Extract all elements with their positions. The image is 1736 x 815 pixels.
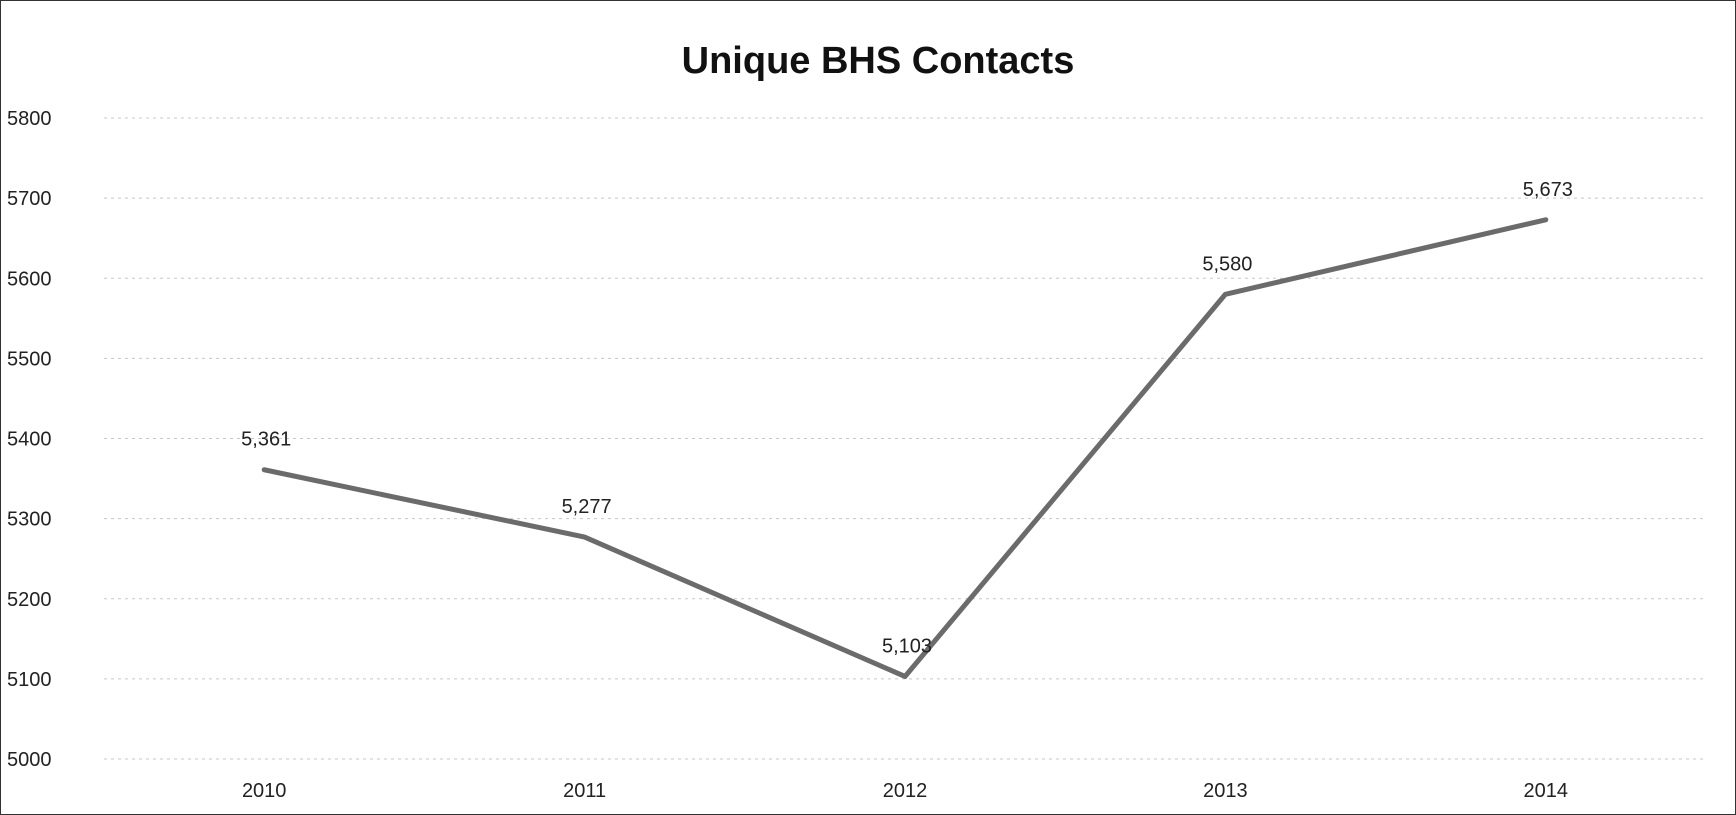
x-tick-label: 2012 — [883, 780, 928, 802]
data-label: 5,580 — [1202, 253, 1252, 275]
chart-title: Unique BHS Contacts — [682, 40, 1075, 82]
y-tick-label: 5500 — [7, 348, 52, 370]
y-tick-label: 5300 — [7, 509, 52, 531]
x-tick-label: 2013 — [1203, 780, 1248, 802]
x-tick-label: 2011 — [563, 780, 606, 802]
y-tick-label: 5200 — [7, 589, 52, 611]
series-line — [264, 220, 1546, 677]
y-axis-ticks: 5000 5100 5200 5300 5400 5500 5600 5700 5800 — [7, 108, 52, 771]
x-tick-label: 2014 — [1524, 780, 1569, 802]
data-labels: 5,361 5,277 5,103 5,580 5,673 — [241, 179, 1573, 658]
y-tick-label: 5700 — [7, 188, 52, 210]
y-tick-label: 5100 — [7, 669, 52, 691]
data-label: 5,673 — [1523, 179, 1573, 201]
data-label: 5,103 — [882, 635, 932, 657]
gridlines — [104, 118, 1706, 759]
y-tick-label: 5600 — [7, 268, 52, 290]
data-label: 5,361 — [241, 429, 291, 451]
y-tick-label: 5800 — [7, 108, 52, 130]
x-tick-label: 2010 — [242, 780, 287, 802]
data-label: 5,277 — [562, 496, 612, 518]
y-tick-label: 5400 — [7, 429, 52, 451]
y-tick-label: 5000 — [7, 749, 52, 771]
x-axis-ticks: 2010 2011 2012 2013 2014 — [242, 780, 1568, 802]
